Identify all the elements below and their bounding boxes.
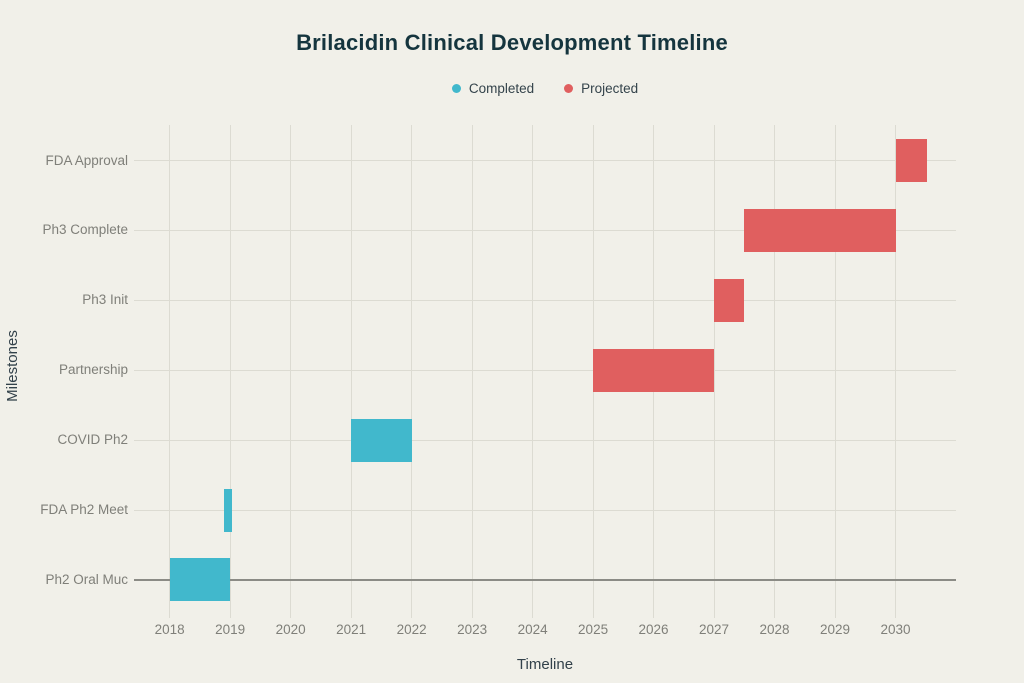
gantt-bar-partnership [593, 348, 715, 392]
legend: Completed Projected [134, 79, 956, 97]
y-tick-label-ph3-init: Ph3 Init [82, 292, 128, 308]
y-tick-label-fda-approval: FDA Approval [45, 152, 128, 168]
vertical-gridline-2018 [169, 125, 171, 618]
gantt-bar-fda-approval [895, 139, 927, 182]
gantt-bar-ph2-oral-muc [169, 558, 231, 602]
x-zeroline [134, 578, 956, 581]
vertical-gridline-2028 [774, 125, 776, 618]
x-tick-label-2029: 2029 [819, 622, 851, 637]
legend-label-projected: Projected [581, 80, 639, 96]
row-gridline-covid-ph2 [134, 439, 956, 441]
y-tick-label-partnership: Partnership [58, 362, 128, 378]
y-tick-label-ph3-complete: Ph3 Complete [42, 222, 128, 238]
legend-item-projected[interactable]: Projected [564, 81, 638, 96]
vertical-gridline-2029 [834, 125, 836, 618]
x-tick-label-2020: 2020 [275, 622, 306, 637]
y-tick-label-covid-ph2: COVID Ph2 [57, 432, 128, 448]
legend-label-completed: Completed [468, 80, 535, 96]
x-tick-label-2019: 2019 [215, 622, 246, 637]
gantt-bar-ph3-init [714, 278, 745, 322]
row-gridline-ph3-init [134, 299, 956, 301]
y-tick-label-fda-ph2-meet: FDA Ph2 Meet [40, 502, 128, 517]
x-tick-label-2018: 2018 [154, 622, 185, 637]
vertical-gridline-2020 [290, 125, 292, 618]
x-tick-label-2022: 2022 [396, 622, 427, 637]
gantt-bar-covid-ph2 [351, 418, 412, 462]
chart-title: Brilacidin Clinical Development Timeline [296, 30, 728, 55]
row-gridline-ph3-complete [134, 229, 956, 231]
x-tick-label-2021: 2021 [336, 622, 367, 637]
x-tick-label-2025: 2025 [578, 622, 609, 637]
row-gridline-partnership [134, 369, 956, 371]
vertical-gridline-2024 [532, 125, 534, 618]
x-tick-label-2023: 2023 [457, 622, 488, 637]
x-tick-label-2028: 2028 [759, 622, 790, 637]
completed-dot-icon [451, 83, 461, 93]
vertical-gridline-2027 [713, 125, 715, 618]
x-tick-label-2027: 2027 [699, 622, 730, 637]
row-gridline-fda-approval [134, 160, 956, 161]
vertical-gridline-2023 [471, 125, 473, 618]
x-tick-label-2024: 2024 [517, 622, 548, 637]
legend-item-completed[interactable]: Completed [451, 80, 535, 96]
row-gridline-fda-ph2-meet [134, 509, 956, 511]
y-tick-label-ph2-oral-muc: Ph2 Oral Muc [45, 571, 128, 587]
vertical-gridline-2021 [350, 125, 352, 618]
x-tick-label-2030: 2030 [880, 622, 911, 637]
projected-dot-icon [564, 83, 574, 93]
vertical-gridline-2030 [895, 125, 896, 618]
vertical-gridline-2019 [229, 125, 231, 618]
gantt-bar-ph3-complete [744, 208, 896, 252]
vertical-gridline-2022 [411, 125, 413, 618]
x-axis-title: Timeline [516, 656, 574, 673]
x-tick-label-2026: 2026 [638, 622, 669, 637]
gantt-bar-fda-ph2-meet [224, 488, 232, 532]
